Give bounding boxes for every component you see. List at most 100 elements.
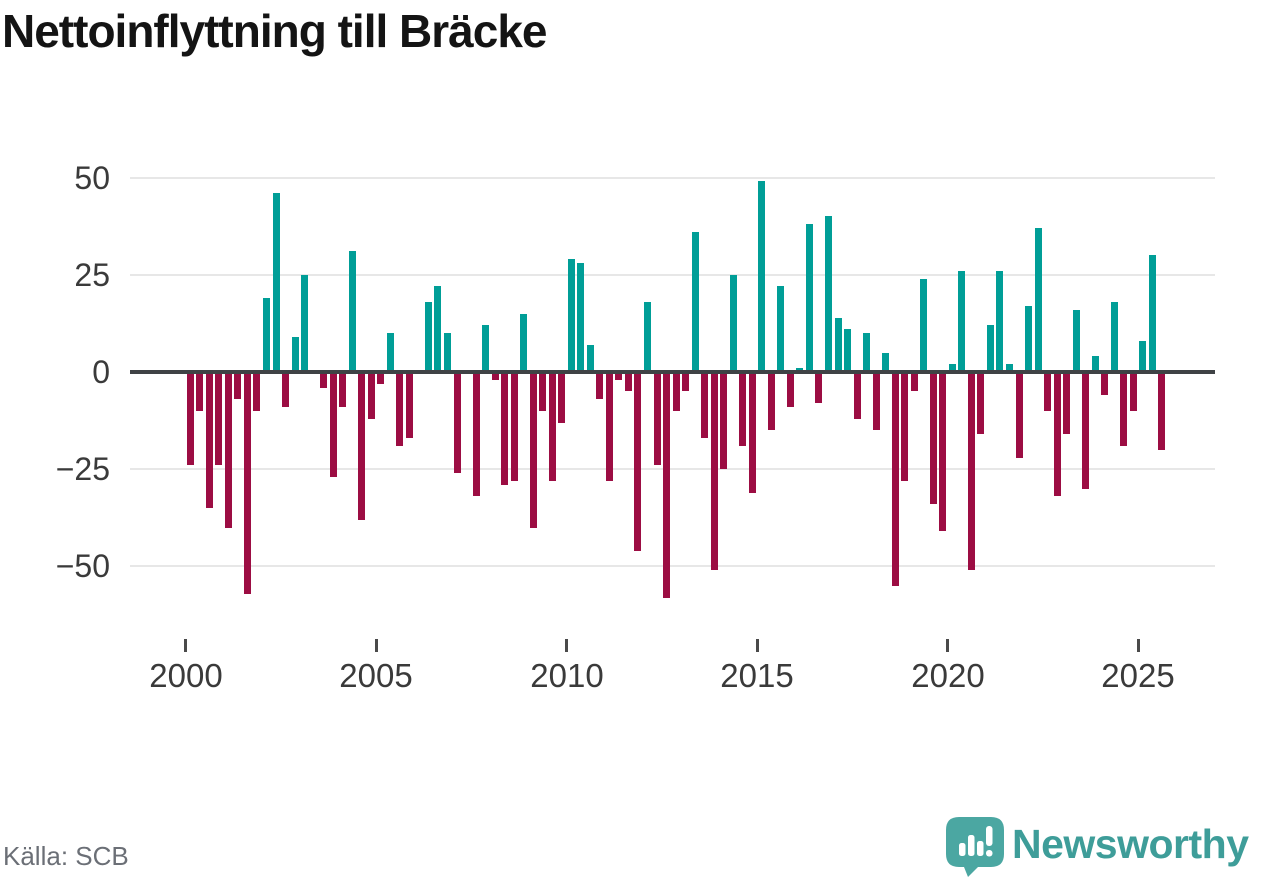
x-tick-2010 [565,639,568,652]
bar-2023q1 [1063,372,1070,434]
bar-2011q4 [634,372,641,551]
bar-2021q3 [1006,364,1013,372]
bar-2002q3 [282,372,289,407]
bar-2017q4 [863,333,870,372]
x-tick-label-2015: 2015 [720,657,794,694]
bar-2024q1 [1101,372,1108,395]
y-tick-label--50: −50 [55,548,110,584]
y-tick-label-25: 25 [74,257,110,293]
bar-2020q3 [968,372,975,570]
bar-2010q4 [596,372,603,399]
bar-2003q1 [301,275,308,372]
bar-2015q2 [768,372,775,430]
bar-2023q2 [1073,310,1080,372]
bar-2023q4 [1092,356,1099,372]
gridline--50 [130,565,1215,567]
bar-2021q1 [987,325,994,372]
bar-2017q3 [854,372,861,419]
bar-2025q2 [1149,255,1156,372]
bar-2004q3 [358,372,365,520]
bar-2003q3 [320,372,327,388]
bar-2011q2 [615,372,622,380]
bar-2021q4 [1016,372,1023,458]
bar-2010q3 [587,345,594,372]
zero-axis-line [130,370,1215,374]
bar-2020q1 [949,364,956,372]
gridline--25 [130,468,1215,470]
x-tick-label-2025: 2025 [1101,657,1175,694]
bar-2020q2 [958,271,965,372]
bar-2021q2 [996,271,1003,372]
bar-2018q1 [873,372,880,430]
bar-2010q1 [568,259,575,372]
bar-2017q1 [835,318,842,372]
bar-2001q2 [234,372,241,399]
bar-2000q3 [206,372,213,508]
chart-title: Nettoinflyttning till Bräcke [2,5,547,57]
bar-2004q1 [339,372,346,407]
y-tick-label--25: −25 [55,451,110,487]
bar-2016q2 [806,224,813,372]
bar-2007q3 [473,372,480,496]
bar-2005q1 [377,372,384,384]
bar-2008q1 [492,372,499,380]
bar-2009q4 [558,372,565,423]
bar-2012q4 [673,372,680,411]
bar-2016q3 [815,372,822,403]
newsworthy-brand: Newsworthy [946,815,1262,877]
bar-2022q2 [1035,228,1042,372]
y-tick-label-0: 0 [92,354,110,390]
bar-2009q2 [539,372,546,411]
x-tick-2000 [184,639,187,652]
x-tick-2020 [946,639,949,652]
bar-2001q1 [225,372,232,528]
plot-area: 50 25 0 −25 −50 2000 2005 2010 2015 2020 2025 [55,160,1215,694]
bar-2022q3 [1044,372,1051,411]
bar-2019q2 [920,279,927,372]
bar-2011q1 [606,372,613,481]
bar-2020q4 [977,372,984,434]
bar-2024q4 [1130,372,1137,411]
bar-2014q1 [720,372,727,469]
bar-2025q3 [1158,372,1165,450]
newsworthy-logo-icon [946,817,1004,877]
bar-2006q2 [425,302,432,372]
bar-2019q3 [930,372,937,504]
bar-2019q4 [939,372,946,531]
bar-2008q3 [511,372,518,481]
bar-2012q3 [663,372,670,598]
x-tick-label-2020: 2020 [911,657,985,694]
bar-2019q1 [911,372,918,391]
bar-2002q4 [292,337,299,372]
bar-2007q1 [454,372,461,473]
bar-2016q4 [825,216,832,372]
bar-2000q2 [196,372,203,411]
bar-2015q3 [777,286,784,372]
bar-2005q2 [387,333,394,372]
bar-2008q4 [520,314,527,372]
x-tick-2015 [756,639,759,652]
bar-2013q1 [682,372,689,391]
x-tick-label-2005: 2005 [339,657,413,694]
bar-2005q4 [406,372,413,438]
newsworthy-logo-text: Newsworthy [1012,821,1249,867]
bar-2013q2 [692,232,699,372]
bar-2006q3 [434,286,441,372]
bar-2009q1 [530,372,537,528]
bar-2015q1 [758,181,765,372]
bar-2001q3 [244,372,251,594]
bar-2013q3 [701,372,708,438]
bar-2017q2 [844,329,851,372]
gridline-25 [130,274,1215,276]
source-note: Källa: SCB [3,841,129,871]
bar-2006q4 [444,333,451,372]
bar-2012q2 [654,372,661,465]
bar-2018q4 [901,372,908,481]
bar-2000q4 [215,372,222,465]
bar-2009q3 [549,372,556,481]
bar-2014q4 [749,372,756,493]
bar-2014q3 [739,372,746,446]
bar-2004q2 [349,251,356,372]
bar-2025q1 [1139,341,1146,372]
